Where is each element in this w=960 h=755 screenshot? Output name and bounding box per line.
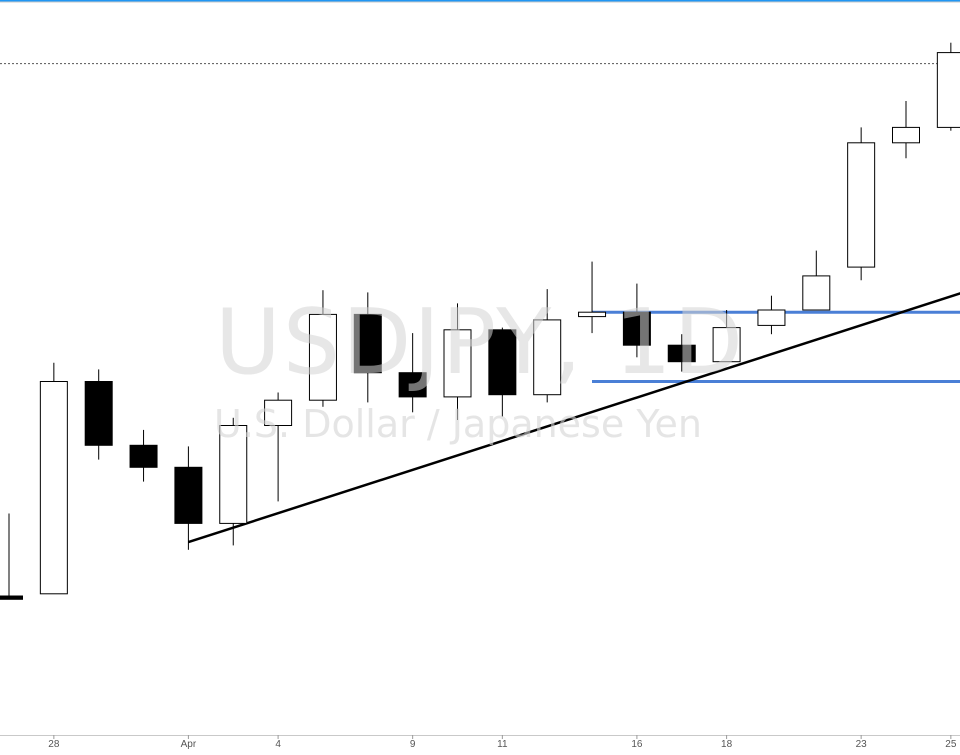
x-tick-label: Apr <box>181 739 197 750</box>
candle-body-up <box>39 381 68 595</box>
candle[interactable] <box>802 250 831 311</box>
top-accent-bar <box>0 0 960 2</box>
candle-body-up <box>892 126 920 144</box>
candle-body-up <box>219 425 248 524</box>
watermark-description: U.S. Dollar / Japanese Yen <box>214 402 702 446</box>
candle[interactable] <box>398 333 427 413</box>
candle-body-down <box>84 381 113 446</box>
candle-body-up <box>712 327 741 363</box>
candle-body-up <box>936 52 960 128</box>
x-tick-label: 11 <box>497 739 508 750</box>
candle[interactable] <box>667 334 696 372</box>
candle-body-up <box>578 311 607 318</box>
candle[interactable] <box>712 310 741 363</box>
candle[interactable] <box>578 261 607 334</box>
candle[interactable] <box>443 303 472 420</box>
x-tick-label: 25 <box>945 739 957 750</box>
candle[interactable] <box>84 369 113 460</box>
candle-body-up <box>533 319 562 396</box>
x-tick-label: 23 <box>856 739 868 750</box>
candle-body-down <box>622 311 651 346</box>
candle-body-up <box>308 313 337 401</box>
candle-body-up <box>264 399 293 427</box>
x-tick-label: 4 <box>275 739 281 750</box>
candle[interactable] <box>847 127 876 281</box>
candle-body-up <box>847 142 876 268</box>
candle-body-up <box>757 309 786 326</box>
candle-body-down <box>174 466 203 524</box>
candle-body-down <box>488 329 517 396</box>
candle[interactable] <box>39 362 68 595</box>
candle[interactable] <box>353 292 382 403</box>
candle-body-down <box>129 444 158 468</box>
candle[interactable] <box>488 327 517 417</box>
x-tick-label: 16 <box>631 739 643 750</box>
candle[interactable] <box>129 429 158 482</box>
candle-body-down <box>0 595 23 600</box>
candle-body-down <box>667 344 696 363</box>
watermark-symbol: USDJPY, 1D <box>215 290 745 395</box>
candle[interactable] <box>0 513 23 600</box>
trendline[interactable] <box>188 289 960 544</box>
x-tick-label: 28 <box>48 739 60 750</box>
x-tick-label: 18 <box>721 739 733 750</box>
candle[interactable] <box>622 283 651 358</box>
candle[interactable] <box>936 42 960 131</box>
candle-body-down <box>353 313 382 374</box>
candle[interactable] <box>308 290 337 407</box>
candle-body-up <box>802 275 831 311</box>
candle[interactable] <box>892 101 920 159</box>
candle[interactable] <box>757 295 786 335</box>
time-axis-ticks: 28 Apr 4 9 11 16 18 23 25 <box>48 735 957 750</box>
candle[interactable] <box>174 446 203 550</box>
candle[interactable] <box>264 392 293 502</box>
x-tick-label: 9 <box>410 739 416 750</box>
candle-body-up <box>443 329 472 398</box>
candles-layer <box>0 42 960 600</box>
candle-body-down <box>398 372 427 398</box>
candle[interactable] <box>219 417 248 546</box>
candle[interactable] <box>533 289 562 403</box>
